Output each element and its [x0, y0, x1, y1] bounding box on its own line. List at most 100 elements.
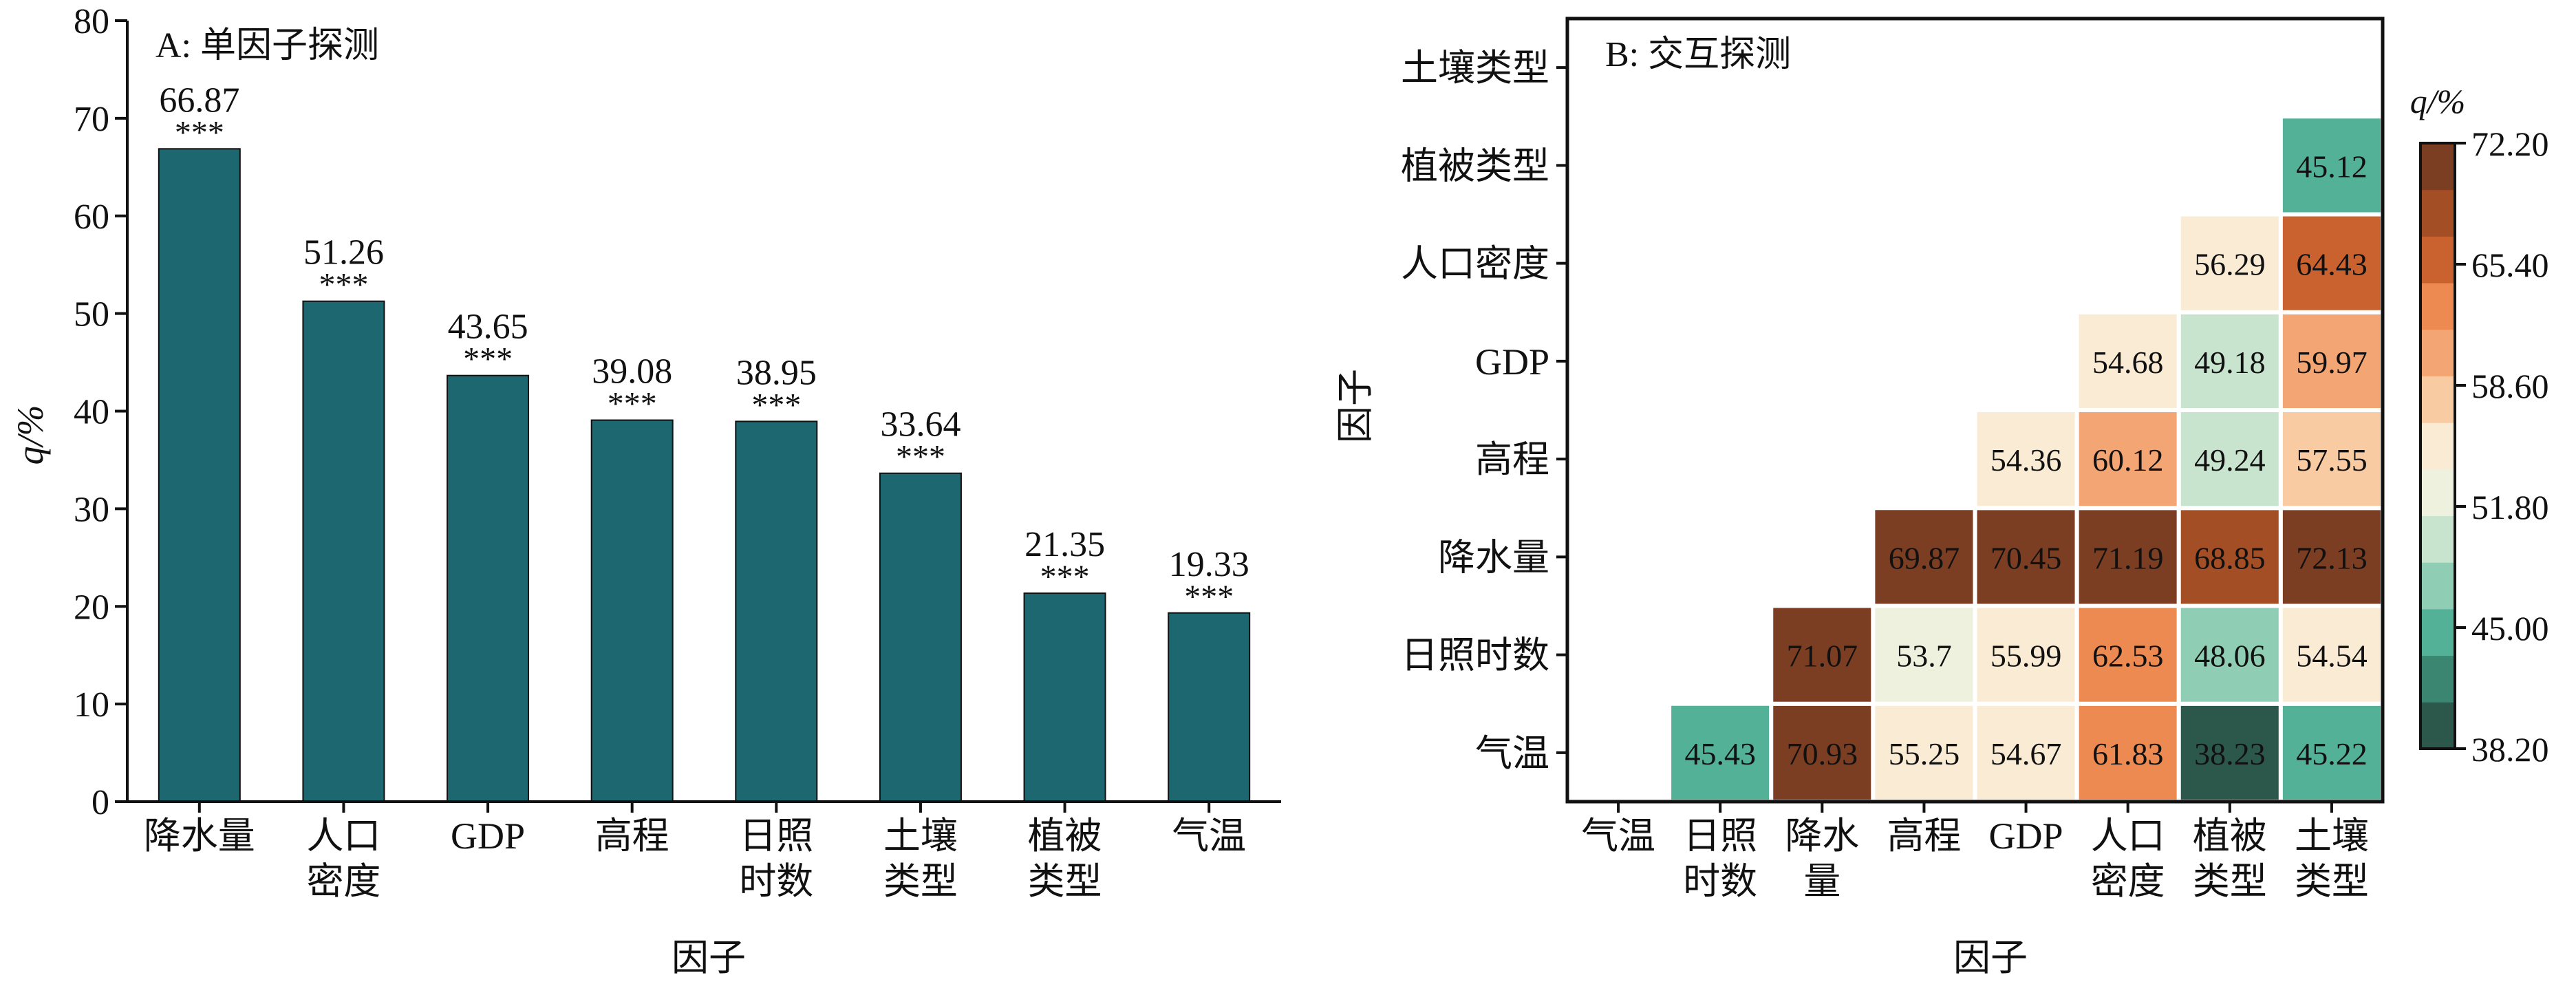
bar-value-label: 21.35	[1024, 525, 1105, 564]
bar	[879, 472, 962, 802]
heatmap-cell-value: 45.43	[1684, 736, 1756, 771]
heatmap-cell-value: 72.13	[2296, 540, 2368, 575]
colorbar-frame	[2419, 142, 2456, 750]
bar-value-label: 43.65	[448, 308, 528, 347]
y-tick-label: 0	[92, 783, 109, 822]
heatmap-cell-value: 56.29	[2194, 247, 2266, 282]
heatmap-cell-value: 54.36	[1990, 442, 2062, 478]
heatmap-cell-value: 71.19	[2092, 540, 2164, 575]
heatmap-cell	[2074, 310, 2181, 412]
heatmap-cell-value: 54.54	[2296, 639, 2368, 674]
colorbar-segment	[2421, 143, 2455, 191]
y-tick-label: 20	[74, 588, 109, 627]
heatmap-cell-value: 48.06	[2194, 639, 2266, 674]
heatmap-cell-value: 45.22	[2296, 736, 2368, 771]
colorbar-segment	[2421, 702, 2455, 749]
significance-label: ***	[1040, 559, 1090, 595]
y-tick-label: 高程	[1475, 439, 1549, 480]
panel-b-y-label: 因子	[1335, 369, 1376, 443]
significance-label: ***	[751, 387, 801, 423]
significance-label: ***	[1184, 579, 1234, 615]
x-tick-label: 高程	[1887, 815, 1961, 857]
heatmap-cell	[2278, 408, 2385, 511]
y-axis-a: 0 10 20 30 40 50 60 70 80	[74, 2, 129, 822]
heatmap-cell-value: 53.7	[1896, 639, 1952, 674]
significance-label: ***	[319, 267, 368, 303]
significance-label: ***	[608, 386, 657, 423]
heatmap-cell-value: 54.67	[1990, 736, 2062, 771]
heatmap-cell-value: 62.53	[2092, 639, 2164, 674]
panel-b-x-label: 因子	[1953, 937, 2028, 978]
heatmap-cell-value: 70.45	[1990, 540, 2062, 575]
heatmap-cell-value: 69.87	[1889, 540, 1960, 575]
heatmap-cell	[2176, 408, 2283, 511]
y-tick-label: 50	[74, 295, 109, 334]
y-tick-label: 80	[74, 2, 109, 41]
panel-b-title: B: 交互探测	[1605, 35, 1791, 74]
heatmap-cell-value: 71.07	[1787, 639, 1858, 674]
colorbar-tick-label: 45.00	[2471, 609, 2549, 648]
heatmap-cell-value: 55.99	[1990, 639, 2062, 674]
significance-label: ***	[463, 341, 513, 378]
bar-series	[158, 148, 1251, 803]
colorbar: 72.20 65.40 58.60 51.80 45.00 38.20 q/%	[2410, 82, 2549, 769]
heatmap-cell-value: 68.85	[2194, 540, 2266, 575]
bar-value-labels: 66.87***51.26***43.65*** 39.08***38.95***…	[159, 81, 1249, 614]
y-tick-label: 日照时数	[1401, 635, 1549, 676]
x-tick-label: 高程	[595, 815, 669, 857]
bar	[1023, 592, 1106, 802]
x-tick-label: 人口	[306, 815, 380, 857]
bar	[158, 148, 241, 803]
colorbar-segment	[2421, 562, 2455, 610]
heatmap-cells: 45.43 70.93 55.25 54.67 61.83 38.23 45.22 71.07…	[1667, 114, 2385, 804]
bar-value-label: 66.87	[159, 81, 239, 120]
x-tick-label: 密度	[306, 861, 380, 902]
heatmap-cell-value: 54.68	[2092, 345, 2164, 380]
x-tick-label: 类型	[2193, 861, 2267, 902]
heatmap-cell	[2074, 506, 2181, 608]
colorbar-segment	[2421, 469, 2455, 517]
x-tick-label: 降水量	[144, 815, 255, 857]
colorbar-segment	[2421, 423, 2455, 470]
y-tick-label: 10	[74, 685, 109, 725]
bar-value-label: 33.64	[880, 405, 960, 445]
heatmap-cell	[1871, 701, 1977, 804]
x-tick-label: 气温	[1581, 815, 1655, 857]
x-tick-label: 降水	[1785, 815, 1859, 857]
colorbar-segment	[2421, 655, 2455, 703]
heatmap-cell	[1667, 701, 1774, 804]
y-tick-label: 植被类型	[1401, 145, 1549, 186]
x-tick-label: 密度	[2091, 861, 2165, 902]
heatmap-cell-value: 55.25	[1889, 736, 1960, 771]
y-tick-label: 气温	[1475, 733, 1549, 774]
heatmap-cell-value: 61.83	[2092, 736, 2164, 771]
bar	[447, 374, 530, 802]
x-tick-label: GDP	[451, 815, 525, 857]
colorbar-tick-label: 38.20	[2471, 730, 2549, 769]
heatmap-cell-value: 70.93	[1787, 736, 1858, 771]
panel-a-x-label: 因子	[672, 937, 746, 978]
heatmap-cell	[1871, 603, 1977, 706]
y-tick-label: 30	[74, 490, 109, 529]
heatmap-frame	[1565, 17, 2385, 804]
heatmap-cell	[2176, 506, 2283, 608]
significance-label: ***	[175, 114, 224, 151]
y-tick-label: 60	[74, 197, 109, 237]
bar	[302, 300, 385, 802]
x-tick-label: 类型	[2295, 861, 2369, 902]
x-tick-label: 时数	[739, 861, 813, 902]
colorbar-segment	[2421, 515, 2455, 563]
heatmap-cell-value: 60.12	[2092, 442, 2164, 478]
heatmap-cell	[2278, 310, 2385, 412]
heatmap-cell	[1973, 506, 2079, 608]
x-tick-label: 气温	[1172, 815, 1246, 857]
bar-value-label: 39.08	[592, 352, 672, 392]
colorbar-segment	[2421, 376, 2455, 423]
panel-a-single-factor-detection: 66.87***51.26***43.65*** 39.08***38.95***…	[10, 2, 1281, 978]
heatmap-cell	[1973, 603, 2079, 706]
y-tick-label: GDP	[1475, 341, 1549, 383]
x-tick-label: 人口	[2091, 815, 2165, 857]
